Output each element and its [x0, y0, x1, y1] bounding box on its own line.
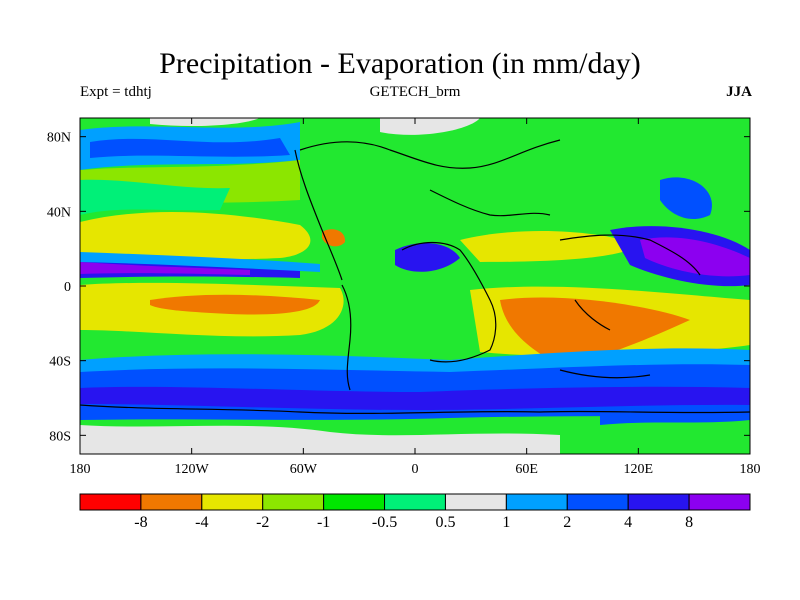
y-tick-label: 80N: [47, 131, 71, 146]
x-tick-label: 120E: [624, 462, 654, 477]
map-title: Precipitation - Evaporation (in mm/day): [159, 47, 641, 80]
y-tick-label: 40N: [47, 205, 71, 220]
field-north-grey-2: [150, 118, 260, 126]
colorbar-label: 0.5: [435, 514, 455, 531]
field-africa-wet: [395, 243, 460, 272]
field-antarctic-blue: [600, 405, 750, 425]
y-tick-label: 80S: [49, 429, 71, 444]
y-tick-label: 40S: [49, 355, 71, 370]
x-tick-label: 60W: [290, 462, 318, 477]
colorbar-label: -0.5: [372, 514, 397, 531]
x-tick-label: 60E: [515, 462, 538, 477]
colorbar-swatch: [688, 493, 751, 511]
colorbar-swatch: [444, 493, 507, 511]
field-itcz-cyan: [80, 252, 320, 272]
field-antarctic-grey: [80, 425, 560, 454]
colorbar-swatch: [384, 493, 446, 511]
field-north-pacific-teal: [80, 179, 230, 215]
colorbar-swatch: [262, 493, 325, 511]
colorbar-swatch: [627, 493, 690, 511]
colorbar-swatch: [201, 493, 264, 511]
experiment-label: Expt = tdhtj: [80, 84, 152, 100]
field-north-dry-orange: [322, 229, 346, 247]
field-asia-monsoon-purple: [640, 237, 750, 277]
field-north-blue-band: [90, 138, 290, 158]
coastlines: [80, 139, 750, 415]
field-south-pacific-orange: [150, 294, 320, 315]
coastline-antarctica: [80, 404, 750, 415]
coastline-australia: [559, 369, 651, 379]
x-tick-label: 180: [70, 462, 91, 477]
coastline-asia: [559, 234, 701, 276]
colorbar-label: -2: [256, 514, 269, 531]
coastline-africa: [401, 241, 497, 363]
colorbar-label: -4: [195, 514, 208, 531]
x-tick-label: 0: [412, 462, 419, 477]
colorbar-swatch: [79, 493, 142, 511]
y-tick-label: 0: [64, 280, 71, 295]
map-field: [80, 118, 750, 454]
coastline-europe: [429, 189, 551, 217]
x-tick-label: 180: [740, 462, 761, 477]
field-antarctic-green: [560, 422, 750, 454]
colorbar-swatch: [566, 493, 629, 511]
field-north-atlantic-dry: [460, 230, 640, 262]
coastline-south-america: [341, 284, 352, 391]
colorbar-label: 8: [685, 514, 693, 531]
colorbar-swatch: [140, 493, 203, 511]
x-tick-label: 120W: [175, 462, 210, 477]
season-label: JJA: [726, 84, 752, 100]
colorbar-label: -8: [134, 514, 147, 531]
field-north-grey: [380, 118, 480, 135]
colorbar-label: 2: [563, 514, 571, 531]
colorbar-swatch: [505, 493, 568, 511]
dataset-label: GETECH_brm: [369, 84, 461, 100]
colorbar-swatch: [323, 493, 386, 511]
map-axes: 180 120W 60W 0 60E 120E 180 80N 40N 0 40S 80S: [47, 118, 761, 477]
colorbar-label: -1: [317, 514, 330, 531]
field-itcz-purple: [80, 262, 250, 275]
colorbar-label: 4: [624, 514, 632, 531]
coastline-india: [574, 299, 611, 331]
field-east-asia-blue: [660, 177, 712, 220]
coastline-north-atlantic: [299, 139, 561, 169]
coastline-north-america: [294, 149, 343, 281]
field-south-indian-orange: [500, 297, 690, 365]
field-south-indigo-band: [80, 386, 750, 410]
field-north-pacific-dry: [80, 211, 311, 260]
colorbar-label: 1: [502, 514, 510, 531]
colorbar: -8 -4 -2 -1 -0.5 0.5 1 2 4 8: [79, 493, 751, 531]
